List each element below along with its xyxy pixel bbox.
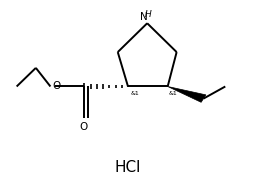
Text: &1: &1 <box>131 91 140 96</box>
Text: N: N <box>140 12 148 22</box>
Text: &1: &1 <box>169 91 178 96</box>
Text: O: O <box>79 122 87 132</box>
Text: HCl: HCl <box>115 160 141 175</box>
Text: H: H <box>145 10 152 19</box>
Polygon shape <box>168 86 206 102</box>
Text: O: O <box>52 81 60 91</box>
